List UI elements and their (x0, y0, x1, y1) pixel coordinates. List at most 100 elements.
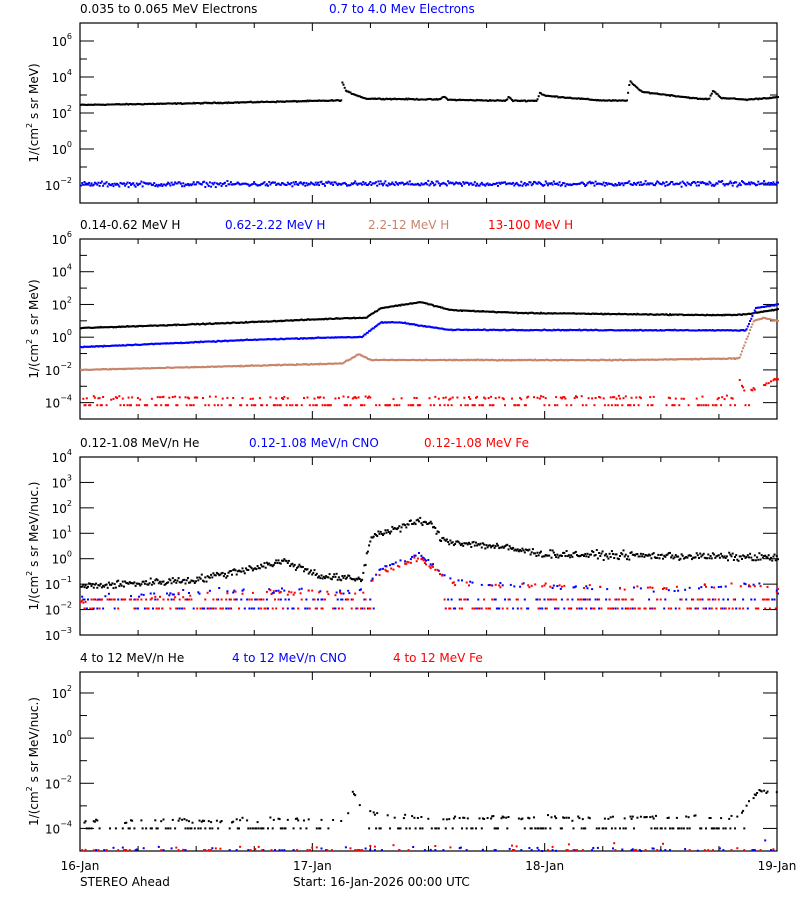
data-point (508, 96, 511, 99)
data-point (511, 547, 513, 550)
data-point (307, 589, 310, 592)
data-point (564, 96, 567, 99)
data-point (775, 591, 778, 594)
data-point (523, 182, 526, 184)
data-point (636, 329, 639, 332)
data-point (678, 358, 681, 361)
data-point (125, 325, 128, 328)
data-point (471, 309, 474, 312)
data-point (577, 312, 580, 315)
data-point (570, 184, 573, 187)
data-point (541, 93, 544, 96)
data-point (146, 367, 149, 370)
data-point (535, 359, 538, 362)
data-point (594, 397, 597, 399)
data-point (286, 100, 289, 103)
data-point (128, 827, 131, 830)
data-point (741, 558, 743, 560)
data-point (325, 317, 328, 320)
y-axis-label-text: 1/(cm (27, 344, 41, 379)
data-point (105, 326, 108, 329)
data-point (521, 817, 524, 820)
data-point (255, 827, 258, 830)
data-point (583, 97, 585, 100)
data-point (439, 305, 441, 308)
data-point (231, 821, 233, 824)
data-point (721, 607, 724, 610)
data-point (545, 554, 548, 557)
data-point (581, 359, 584, 362)
data-point (97, 345, 100, 348)
data-point (516, 329, 519, 332)
data-point (767, 97, 770, 100)
data-point (248, 184, 251, 187)
data-point (246, 568, 249, 571)
data-point (373, 359, 376, 361)
data-point (351, 578, 354, 581)
data-point (764, 97, 767, 100)
data-point (157, 324, 160, 327)
data-point (339, 317, 342, 320)
data-point (612, 359, 614, 361)
data-point (750, 326, 753, 329)
y-axis-label-superscript: 2 (25, 123, 34, 128)
data-point (580, 312, 583, 315)
data-point (125, 367, 128, 370)
data-point (535, 312, 538, 315)
data-point (742, 386, 745, 389)
data-point (469, 543, 472, 546)
data-point (642, 91, 645, 93)
data-point (332, 336, 335, 339)
data-point (116, 182, 118, 185)
data-point (399, 182, 402, 185)
data-point (501, 311, 504, 314)
data-point (212, 322, 215, 325)
data-point (336, 598, 339, 601)
data-point (272, 818, 275, 821)
data-point (134, 367, 137, 370)
data-point (361, 96, 364, 99)
data-point (262, 101, 265, 104)
data-point (150, 597, 153, 600)
data-point (601, 550, 604, 553)
data-point (666, 358, 669, 361)
data-point (228, 365, 231, 368)
data-point (347, 184, 350, 187)
data-point (531, 329, 534, 332)
data-point (117, 103, 120, 106)
data-point (696, 598, 699, 601)
data-point (357, 576, 360, 579)
data-point (497, 99, 499, 102)
data-point (716, 554, 719, 557)
data-point (176, 579, 179, 582)
data-point (392, 528, 395, 530)
data-point (104, 104, 107, 106)
data-point (291, 185, 294, 188)
data-point (505, 183, 508, 186)
data-point (721, 555, 724, 558)
data-point (646, 586, 649, 589)
data-point (93, 598, 96, 601)
data-point (570, 607, 573, 610)
data-point (509, 583, 512, 586)
data-point (204, 827, 207, 830)
data-point (346, 359, 348, 362)
data-point (346, 184, 348, 187)
data-point (319, 318, 322, 321)
data-point (167, 181, 170, 184)
data-point (246, 338, 249, 341)
data-point (405, 182, 408, 185)
data-point (601, 99, 604, 102)
data-point (167, 404, 170, 407)
data-point (232, 820, 235, 823)
data-point (766, 556, 769, 559)
data-point (743, 98, 746, 101)
data-point (99, 182, 102, 184)
data-point (343, 361, 346, 364)
data-point (226, 102, 229, 105)
data-point (242, 365, 245, 368)
data-point (660, 329, 663, 332)
data-point (225, 365, 228, 368)
data-point (720, 96, 723, 99)
data-point (405, 562, 408, 565)
